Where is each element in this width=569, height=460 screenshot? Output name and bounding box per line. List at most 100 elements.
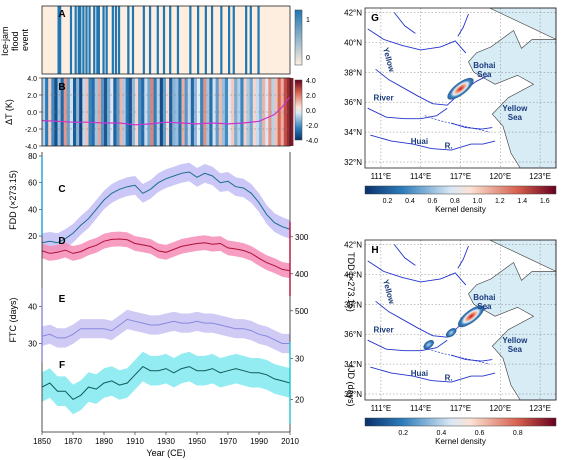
panel-letter-h: H <box>371 245 378 256</box>
temperature-stripe-26 <box>122 78 126 146</box>
event-bar-2 <box>69 6 73 74</box>
map-xtick-label-2: 117°E <box>450 172 471 181</box>
temperature-stripe-66 <box>246 78 250 146</box>
temperature-stripe-47 <box>187 78 192 146</box>
temperature-stripe-3 <box>51 78 55 146</box>
panel-b-ytick-label-4: -4.0 <box>25 144 37 151</box>
panel-e-uncertainty-band <box>42 309 290 354</box>
event-bar-20 <box>148 6 152 74</box>
panel-b-ytick-label-1: 2.0 <box>27 93 37 100</box>
map-ytick-label-4: 34°N <box>344 128 362 137</box>
event-bar-7 <box>85 6 88 74</box>
event-bar-31 <box>232 6 235 74</box>
event-bar-10 <box>96 6 99 74</box>
event-bar-5 <box>79 6 82 74</box>
map-river-0 <box>367 28 467 54</box>
temperature-stripe-2 <box>48 78 52 146</box>
panel-f-line <box>42 365 290 401</box>
panel-letter-g: G <box>371 13 379 24</box>
temperature-stripe-11 <box>76 78 80 146</box>
kernel-density-hotspot-2 <box>423 340 434 350</box>
map-xtick-label-0: 111°E <box>371 172 392 181</box>
panel-b-ylabel: ΔT (K) <box>4 99 14 125</box>
panel-a-colorbar <box>294 9 303 66</box>
panel-d-uncertainty-band <box>42 231 290 279</box>
map-river-0 <box>367 260 467 286</box>
panel-b-colorbar-tick-4: -4.0 <box>306 138 318 145</box>
event-bar-29 <box>220 6 223 74</box>
event-bar-6 <box>82 6 85 74</box>
map-xtick-label-4: 123°E <box>529 404 551 413</box>
event-bar-11 <box>97 6 100 74</box>
event-bar-3 <box>74 6 77 74</box>
temperature-stripe-78 <box>283 78 288 146</box>
colorbar-tick-label-3: 0.8 <box>450 198 460 205</box>
temperature-stripe-44 <box>178 78 182 146</box>
x-tick-label-6: 1970 <box>219 437 237 446</box>
map-xtick-label-3: 120°E <box>489 404 511 413</box>
map-xtick-label-4: 123°E <box>529 172 551 181</box>
event-bar-19 <box>142 6 145 74</box>
panel-b-colorbar-tick-0: 4.0 <box>306 78 316 85</box>
panel-b-colorbar-tick-3: -2.0 <box>306 123 318 130</box>
panel-f-ylabel: IJD (days) <box>346 365 356 406</box>
temperature-stripe-65 <box>243 78 247 146</box>
panel-c-ytick-label-2: 60 <box>28 179 37 188</box>
temperature-stripe-16 <box>91 78 95 146</box>
event-bar-14 <box>111 6 114 74</box>
kernel-density-hotspot-1 <box>446 328 457 338</box>
x-tick-label-3: 1910 <box>126 437 144 446</box>
colorbar-tick-label-1: 0.4 <box>437 430 447 437</box>
event-bar-12 <box>102 6 105 74</box>
temperature-stripe-38 <box>159 78 164 146</box>
map-label-1: Bohai <box>473 61 495 70</box>
map-label-2: River <box>374 94 394 103</box>
x-axis-label: Year (CE) <box>146 448 185 458</box>
temperature-stripe-30 <box>135 78 139 146</box>
map-ytick-label-2: 38°N <box>344 300 362 309</box>
map-label-3-line2: Sea <box>508 113 523 122</box>
map-frame <box>364 239 557 401</box>
kernel-density-hotspot-0 <box>447 77 474 100</box>
map-label-2: River <box>374 326 394 335</box>
map-frame <box>364 7 557 169</box>
temperature-stripe-52 <box>203 78 207 146</box>
panel-letter-d: D <box>58 236 65 247</box>
map-river-4 <box>393 244 416 266</box>
map-xtick-label-1: 114°E <box>410 172 431 181</box>
panels-c-to-f: C 20 40 60 80 FDD (×273.15) D 300 400 500 TDD (×27… <box>8 152 356 458</box>
colorbar-label: Kernel density <box>435 437 486 446</box>
temperature-stripe-48 <box>190 78 195 146</box>
temperature-stripe-29 <box>131 78 136 146</box>
x-tick-label-5: 1950 <box>188 437 206 446</box>
kernel-density-colorbar <box>364 185 557 195</box>
panel-b: B ΔT (K) 4.0 2.0 0.0 -2.0 -4.0 4.0 2.0 0.0 -2.0… <box>4 76 318 151</box>
event-bar-25 <box>189 6 192 74</box>
map-xtick-label-1: 114°E <box>410 404 431 413</box>
kernel-density-hotspot-0 <box>457 305 485 328</box>
temperature-stripe-57 <box>218 78 223 146</box>
temperature-stripe-34 <box>147 78 151 146</box>
temperature-stripe-20 <box>104 78 108 146</box>
panel-d-line <box>42 238 290 272</box>
temperature-stripe-7 <box>63 78 68 146</box>
panel-c-uncertainty-band <box>42 162 290 252</box>
map-label-3: Yellow <box>502 104 528 113</box>
map-river-2 <box>367 107 448 120</box>
map-ytick-label-0: 42°N <box>344 240 362 249</box>
panel-letter-f: F <box>59 360 65 371</box>
map-river-5 <box>457 245 469 269</box>
panel-e-ytick-label-1: 40 <box>28 303 37 312</box>
x-tick-label-8: 2010 <box>281 437 299 446</box>
event-bar-26 <box>197 6 200 74</box>
map-xtick-label-0: 111°E <box>371 404 392 413</box>
map-ytick-label-5: 32°N <box>344 158 362 167</box>
colorbar-tick-label-7: 1.6 <box>540 198 550 205</box>
event-bar-4 <box>77 6 80 74</box>
temperature-stripe-39 <box>162 78 167 146</box>
temperature-stripe-61 <box>231 78 235 146</box>
colorbar-tick-label-6: 1.4 <box>517 198 527 205</box>
